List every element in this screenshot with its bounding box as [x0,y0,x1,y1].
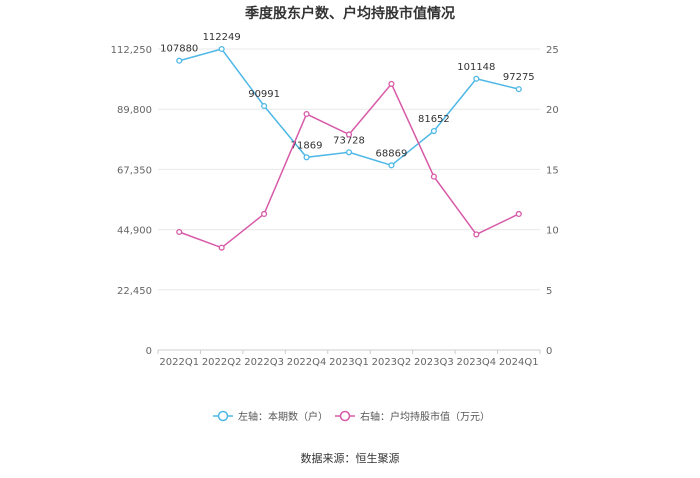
data-point[interactable] [473,75,480,82]
data-label: 68869 [376,148,408,159]
data-label: 112249 [203,32,241,43]
left-axis-tick-label: 44,900 [117,226,152,237]
left-axis-ticks: 112,250 89,800 67,350 44,900 22,450 0 [111,45,152,357]
legend-marker-households [217,410,229,422]
right-axis-tick-label: 20 [546,105,559,116]
data-label: 101148 [457,62,495,73]
right-axis-ticks: 25 20 15 10 5 0 [546,45,559,357]
data-point[interactable] [303,110,310,118]
legend: 左轴：本期数（户） 右轴：户均持股市值（万元） [213,410,490,423]
data-point[interactable] [303,154,310,161]
x-axis-tick-label: 2022Q4 [287,357,327,368]
data-point[interactable] [473,231,480,238]
grid-lines [158,48,540,351]
data-label: 81652 [418,114,450,125]
x-axis-tick-label: 2023Q4 [456,357,496,368]
x-axis-tick-label: 2022Q1 [159,357,199,368]
right-axis-tick-label: 25 [546,45,559,56]
data-label: 97275 [503,72,535,83]
data-label: 71869 [291,140,323,151]
left-axis-tick-label: 67,350 [117,165,152,176]
left-axis-tick-label: 22,450 [117,286,152,297]
legend-item-households[interactable]: 左轴：本期数（户） [213,410,328,423]
data-point[interactable] [176,57,183,64]
data-point[interactable] [430,127,437,135]
data-point[interactable] [430,173,437,180]
right-axis-tick-label: 15 [546,165,559,176]
x-axis-tick-label: 2024Q1 [499,357,539,368]
x-axis-tick-label: 2022Q2 [202,357,242,368]
data-point[interactable] [261,102,268,110]
legend-marker-avg-value [339,410,351,422]
data-point[interactable] [345,149,353,156]
data-point[interactable] [176,228,183,236]
data-point[interactable] [261,210,268,217]
right-axis-tick-label: 10 [546,226,559,237]
data-label: 73728 [333,135,365,146]
series-line-1 [178,82,520,249]
data-point[interactable] [218,45,225,53]
left-axis-tick-label: 89,800 [117,105,152,116]
data-point[interactable] [515,86,522,93]
data-source: 数据来源：恒生聚源 [301,451,400,465]
data-point[interactable] [388,162,395,169]
right-axis-tick-label: 5 [546,286,552,297]
series-layer: 107880 112249 90991 71869 73728 68869 81652 101… [160,32,535,251]
chart-title: 季度股东户数、户均持股市值情况 [244,5,455,22]
left-axis-tick-label: 112,250 [111,45,152,56]
legend-item-avg-value[interactable]: 右轴：户均持股市值（万元） [335,410,490,423]
left-axis-tick-label: 0 [146,346,152,357]
x-axis-ticks: 2022Q1 2022Q2 2022Q3 2022Q4 2023Q1 2023Q2 2023… [157,350,541,368]
x-axis-tick-label: 2022Q3 [244,357,284,368]
legend-label-households: 左轴：本期数（户） [238,410,328,423]
right-axis-tick-label: 0 [546,346,552,357]
x-axis-tick-label: 2023Q3 [414,357,454,368]
x-axis-tick-label: 2023Q1 [329,357,369,368]
data-label: 90991 [248,89,280,100]
legend-label-avg-value: 右轴：户均持股市值（万元） [360,410,490,423]
data-point[interactable] [345,131,353,138]
data-label: 107880 [160,44,198,55]
x-axis-tick-label: 2023Q2 [372,357,412,368]
data-point[interactable] [218,244,225,251]
data-point[interactable] [388,80,395,87]
data-point[interactable] [515,210,522,217]
